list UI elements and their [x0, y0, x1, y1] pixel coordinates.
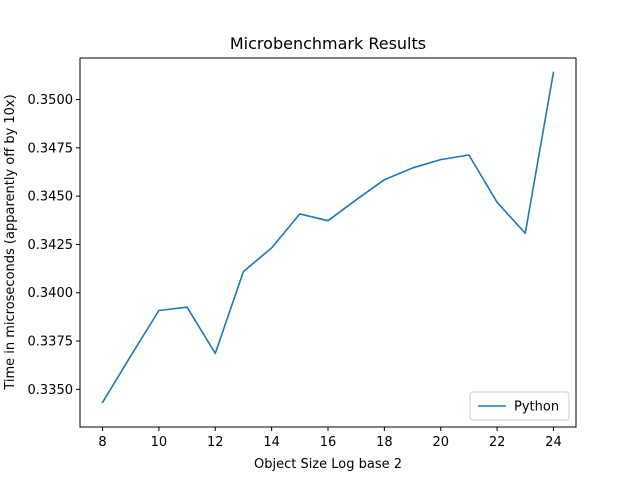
x-tick-label: 14 — [263, 435, 280, 450]
y-tick-label: 0.3475 — [28, 141, 74, 156]
legend: Python — [469, 391, 570, 421]
x-tick-label: 8 — [98, 435, 106, 450]
x-tick-label: 20 — [432, 435, 449, 450]
x-tick-label: 18 — [376, 435, 393, 450]
y-tick-label: 0.3350 — [28, 383, 74, 398]
x-tick-label: 12 — [207, 435, 224, 450]
plot-area-frame — [79, 57, 577, 428]
ticks-layer: 8 10 12 14 16 18 20 22 24 0.3350 0.3375 0.3400 0.342… — [28, 93, 562, 450]
x-tick-label: 22 — [489, 435, 506, 450]
legend-label: Python — [514, 400, 559, 415]
y-tick-label: 0.3500 — [28, 93, 74, 108]
legend-box — [469, 391, 570, 421]
x-tick-label: 24 — [545, 435, 562, 450]
y-axis-label: Time in microseconds (apparently off by … — [3, 94, 18, 390]
x-tick-label: 16 — [320, 435, 337, 450]
series-line-python — [101, 71, 555, 404]
y-tick-label: 0.3425 — [28, 238, 74, 253]
y-tick-label: 0.3450 — [28, 190, 74, 205]
chart-title: Microbenchmark Results — [230, 34, 426, 53]
y-tick-label: 0.3375 — [28, 335, 74, 350]
x-tick-label: 10 — [151, 435, 168, 450]
series-layer — [101, 71, 555, 404]
x-axis-label: Object Size Log base 2 — [254, 457, 402, 472]
y-tick-label: 0.3400 — [28, 286, 74, 301]
